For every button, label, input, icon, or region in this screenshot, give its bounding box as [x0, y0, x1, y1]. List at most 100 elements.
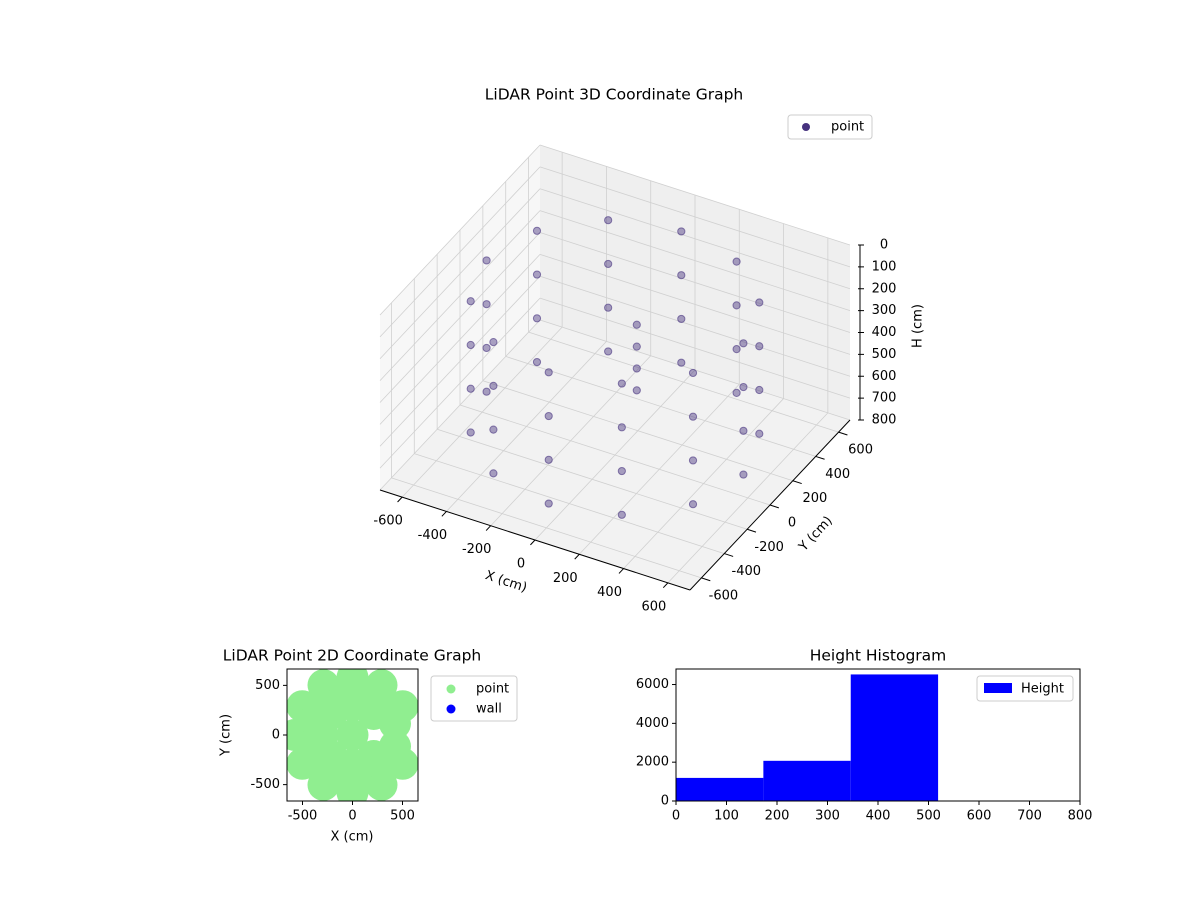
- x-tick-label: 600: [967, 809, 992, 824]
- grid-line: [379, 166, 541, 338]
- z-tick-label: 100: [872, 259, 897, 274]
- point: [357, 740, 390, 773]
- x-tick-label: 0: [517, 557, 525, 572]
- point: [632, 364, 641, 373]
- y-tick-label: 600: [848, 443, 873, 458]
- point: [544, 411, 553, 421]
- x-tick-label: 400: [866, 809, 891, 824]
- point: [688, 412, 698, 421]
- point: [604, 216, 613, 225]
- point: [604, 259, 613, 269]
- point: [489, 425, 498, 434]
- point: [482, 300, 491, 309]
- point: [466, 428, 475, 437]
- point: [632, 386, 641, 395]
- point: [677, 358, 686, 367]
- grid-line: [505, 356, 816, 457]
- point: [677, 227, 686, 236]
- point: [482, 387, 491, 396]
- legend-patch: [984, 683, 1012, 693]
- x-axis: [379, 489, 691, 591]
- x-tick-label: 800: [1068, 809, 1093, 824]
- grid-line: [539, 166, 851, 268]
- x-tick-label: 0: [348, 809, 356, 824]
- y-axis-label: Y (cm): [219, 714, 234, 757]
- x-tick-label: 400: [597, 585, 622, 600]
- bar: [676, 777, 764, 801]
- point: [532, 226, 542, 235]
- point: [617, 466, 626, 476]
- z-tick-label: 400: [872, 325, 897, 340]
- point: [739, 426, 748, 435]
- point: [489, 338, 498, 347]
- grid-line: [379, 232, 541, 403]
- legend-label: point: [831, 120, 864, 135]
- z-tick-label: 700: [872, 391, 897, 406]
- tick-mark: [574, 553, 580, 560]
- point: [617, 379, 626, 388]
- legend-label: wall: [476, 702, 502, 717]
- point: [604, 347, 613, 356]
- z-axis-label: H (cm): [911, 304, 926, 348]
- y-tick-label: -400: [732, 564, 762, 579]
- point: [466, 340, 475, 350]
- grid-line: [379, 144, 541, 316]
- point: [532, 270, 542, 279]
- x-tick-label: 500: [390, 809, 415, 824]
- x-tick-label: -200: [462, 542, 492, 557]
- tick-mark: [701, 577, 711, 582]
- grid-line: [539, 210, 851, 312]
- tick-mark: [792, 480, 802, 485]
- point: [489, 469, 498, 478]
- x-tick-label: 600: [641, 599, 666, 614]
- grid-line: [379, 319, 541, 491]
- y-tick-label: 0: [661, 794, 669, 809]
- grid-line: [379, 275, 541, 447]
- y-tick-label: -500: [250, 777, 280, 792]
- y-tick-label: 400: [825, 467, 850, 482]
- x-tick-label: 200: [553, 571, 578, 586]
- point: [755, 342, 764, 351]
- x-tick-label: 700: [1017, 809, 1042, 824]
- point: [732, 301, 741, 310]
- point: [482, 256, 491, 265]
- y-tick-label: 0: [788, 516, 796, 531]
- point: [466, 297, 475, 306]
- grid-line: [539, 144, 851, 246]
- y-tick-label: 500: [255, 678, 280, 693]
- tick-mark: [397, 496, 403, 503]
- y-axis: [689, 419, 851, 591]
- z-tick-label: 600: [872, 369, 897, 384]
- point: [532, 357, 542, 367]
- point: [617, 510, 626, 519]
- grid-line: [459, 404, 771, 506]
- tick-mark: [769, 504, 780, 509]
- z-tick-label: 200: [872, 281, 897, 296]
- legend-marker: [446, 684, 456, 694]
- grid-line: [528, 331, 839, 433]
- z-tick-label: 300: [872, 303, 897, 318]
- point: [688, 456, 698, 465]
- x-tick-label: -400: [418, 528, 448, 543]
- point: [489, 381, 498, 390]
- y-tick-label: 0: [272, 728, 280, 743]
- legend-marker: [446, 704, 456, 714]
- point: [755, 385, 764, 395]
- x-tick-label: 500: [916, 809, 941, 824]
- grid-line: [539, 253, 851, 355]
- point: [632, 342, 641, 351]
- tick-mark: [815, 455, 825, 460]
- tick-mark: [530, 539, 536, 546]
- point: [755, 298, 764, 307]
- point: [732, 345, 741, 354]
- legend-box: [976, 675, 1074, 702]
- grid-line: [539, 297, 851, 399]
- grid-line: [539, 232, 851, 333]
- x-axis-label: X (cm): [483, 568, 529, 596]
- point: [544, 499, 553, 508]
- grid-line: [437, 428, 748, 530]
- chart-title: Height Histogram: [810, 647, 947, 665]
- grid-line: [379, 297, 541, 469]
- x-tick-label: 200: [765, 809, 790, 824]
